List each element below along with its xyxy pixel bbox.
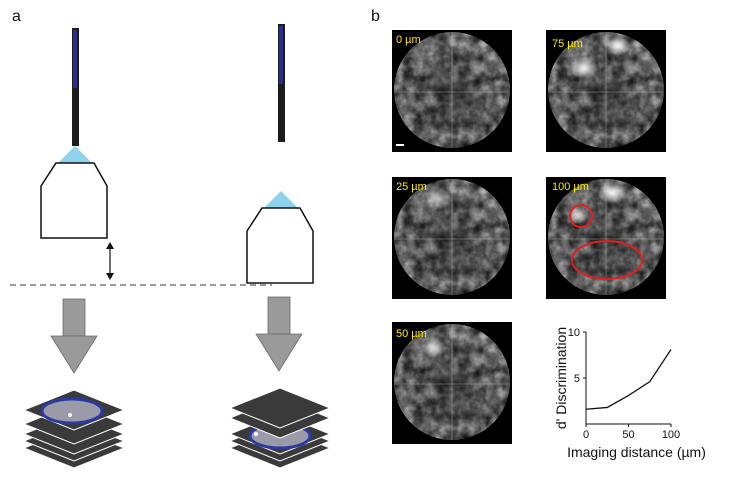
- right-objective: [246, 207, 314, 284]
- right-setup: [228, 24, 332, 469]
- y-tick-label: 10: [568, 327, 580, 339]
- x-axis-label: Imaging distance (µm): [567, 444, 706, 460]
- panel-b-letter: b: [371, 8, 380, 25]
- roi-small-circle: [569, 204, 593, 228]
- y-axis-label: d' Discrimination: [553, 327, 569, 429]
- x-tick-label: 0: [583, 429, 589, 441]
- left-setup: [22, 28, 126, 469]
- right-lens: [264, 191, 298, 208]
- image-label-75um: 75 µm: [552, 38, 583, 50]
- left-lens: [58, 146, 92, 163]
- x-tick-label: 50: [622, 429, 634, 441]
- left-fiber-highlight: [73, 30, 77, 88]
- right-fiber-highlight: [279, 26, 283, 84]
- left-plane-stack: [22, 389, 126, 469]
- left-objective: [40, 162, 108, 239]
- image-50um: 50 µm: [392, 322, 512, 444]
- image-100um: 100 µm: [546, 177, 666, 299]
- panel-a-letter: a: [12, 8, 21, 25]
- series-line: [585, 349, 672, 410]
- image-25um: 25 µm: [392, 177, 512, 299]
- scale-bar: [396, 144, 404, 146]
- image-label-50um: 50 µm: [396, 328, 427, 340]
- image-75um: 75 µm: [546, 30, 666, 152]
- image-label-100um: 100 µm: [552, 181, 589, 193]
- image-label-0um: 0 µm: [396, 34, 421, 46]
- working-distance-arrow: [106, 242, 114, 280]
- right-down-arrow: [255, 296, 303, 372]
- right-plane-stack: [228, 387, 332, 469]
- left-focal-ring: [40, 397, 104, 425]
- roi-large-ellipse: [571, 240, 643, 280]
- x-tick-label: 100: [662, 429, 680, 441]
- left-down-arrow: [50, 298, 98, 374]
- y-tick-label: 5: [574, 373, 580, 385]
- image-0um: 0 µm: [392, 30, 512, 152]
- discrimination-chart: 0 50 100 5 10 Imaging distance (µm) d' Discr…: [553, 327, 706, 460]
- image-label-25um: 25 µm: [396, 181, 427, 193]
